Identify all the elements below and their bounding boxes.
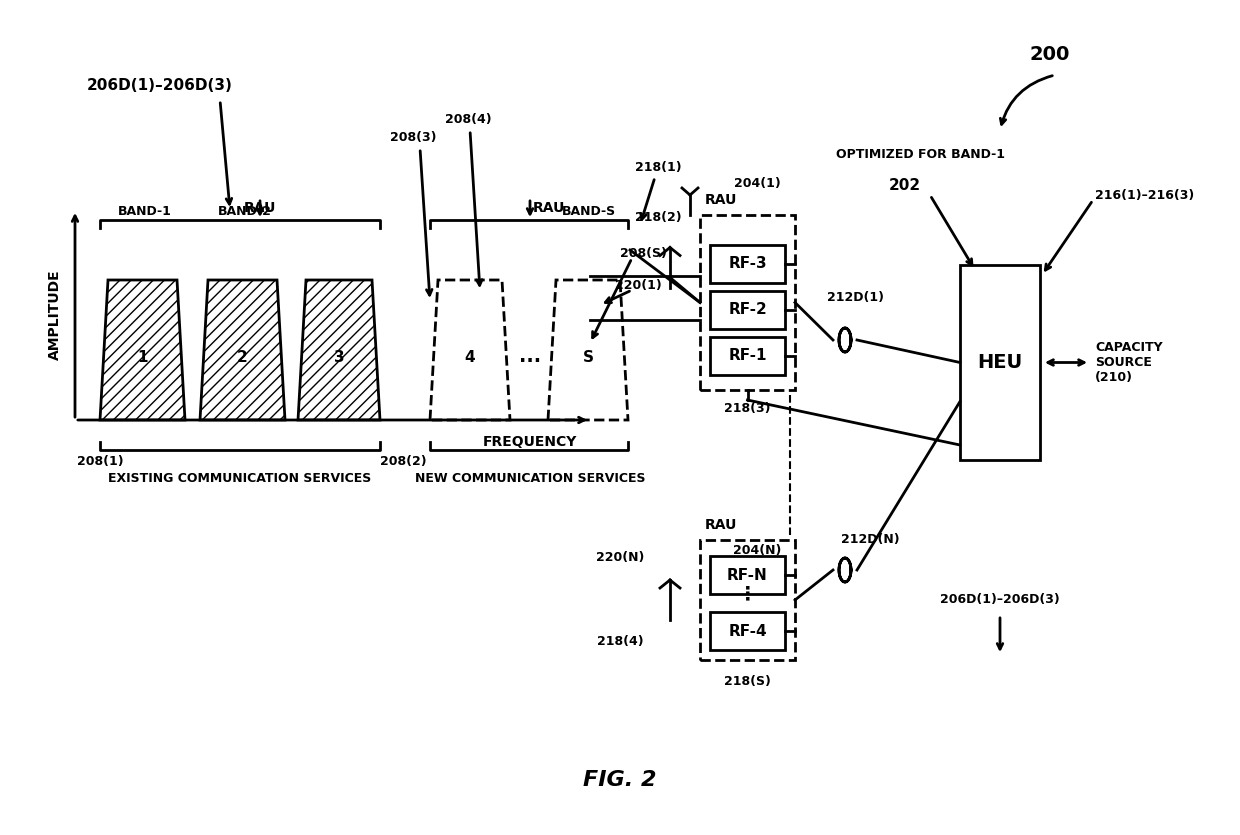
- Text: 220(N): 220(N): [595, 551, 645, 564]
- Text: 200: 200: [1029, 45, 1070, 64]
- Text: FIG. 2: FIG. 2: [583, 770, 657, 790]
- Text: 202: 202: [889, 178, 921, 193]
- Text: S: S: [583, 350, 594, 365]
- Text: 212D(1): 212D(1): [827, 291, 883, 305]
- Text: 208(1): 208(1): [77, 455, 123, 468]
- Text: 208(S): 208(S): [620, 246, 667, 260]
- Text: RAU: RAU: [706, 518, 738, 532]
- Text: 218(1): 218(1): [635, 160, 682, 174]
- Text: NEW COMMUNICATION SERVICES: NEW COMMUNICATION SERVICES: [414, 472, 645, 485]
- Text: RF-3: RF-3: [728, 256, 766, 271]
- Text: RAU: RAU: [533, 201, 565, 215]
- Text: RF-2: RF-2: [728, 302, 766, 317]
- Text: 204(N): 204(N): [733, 544, 781, 557]
- Text: HEU: HEU: [977, 353, 1023, 372]
- FancyBboxPatch shape: [701, 215, 795, 390]
- Text: 208(4): 208(4): [445, 114, 491, 126]
- Text: BAND-1: BAND-1: [118, 205, 172, 218]
- Text: RAU: RAU: [706, 193, 738, 207]
- Polygon shape: [298, 280, 379, 420]
- Text: 218(3): 218(3): [724, 402, 771, 415]
- Text: ...: ...: [518, 347, 541, 367]
- Text: CAPACITY
SOURCE
(210): CAPACITY SOURCE (210): [1095, 341, 1163, 384]
- Polygon shape: [200, 280, 285, 420]
- FancyBboxPatch shape: [711, 337, 785, 375]
- Text: RAU: RAU: [244, 201, 277, 215]
- Text: 206D(1)–206D(3): 206D(1)–206D(3): [87, 78, 233, 93]
- Polygon shape: [100, 280, 185, 420]
- Text: RF-N: RF-N: [727, 568, 768, 583]
- Text: 218(S): 218(S): [724, 675, 771, 688]
- Text: 4: 4: [465, 350, 475, 365]
- Text: AMPLITUDE: AMPLITUDE: [48, 270, 62, 361]
- Text: EXISTING COMMUNICATION SERVICES: EXISTING COMMUNICATION SERVICES: [108, 472, 372, 485]
- Text: BAND-2: BAND-2: [218, 205, 272, 218]
- Text: BAND-S: BAND-S: [562, 205, 616, 218]
- Text: 2: 2: [237, 350, 248, 365]
- Text: RF-1: RF-1: [728, 348, 766, 363]
- Text: RF-4: RF-4: [728, 624, 766, 639]
- Text: 206D(1)–206D(3): 206D(1)–206D(3): [940, 594, 1060, 606]
- Text: 3: 3: [334, 350, 345, 365]
- Text: ⋮: ⋮: [738, 584, 758, 604]
- Text: 208(2): 208(2): [379, 455, 427, 468]
- FancyBboxPatch shape: [711, 291, 785, 329]
- FancyBboxPatch shape: [711, 245, 785, 283]
- Text: 212D(N): 212D(N): [841, 534, 899, 546]
- FancyBboxPatch shape: [711, 612, 785, 650]
- Text: 1: 1: [138, 350, 148, 365]
- FancyBboxPatch shape: [701, 540, 795, 660]
- Text: 218(4): 218(4): [596, 635, 644, 649]
- Text: 208(3): 208(3): [391, 131, 436, 144]
- Text: 204(1): 204(1): [734, 177, 781, 190]
- Text: 216(1)–216(3): 216(1)–216(3): [1095, 189, 1194, 201]
- Text: 220(1): 220(1): [615, 279, 662, 291]
- FancyBboxPatch shape: [711, 556, 785, 594]
- Text: FREQUENCY: FREQUENCY: [482, 435, 577, 449]
- Text: 218(2): 218(2): [635, 211, 682, 225]
- FancyBboxPatch shape: [960, 265, 1040, 460]
- Text: OPTIMIZED FOR BAND-1: OPTIMIZED FOR BAND-1: [836, 149, 1004, 161]
